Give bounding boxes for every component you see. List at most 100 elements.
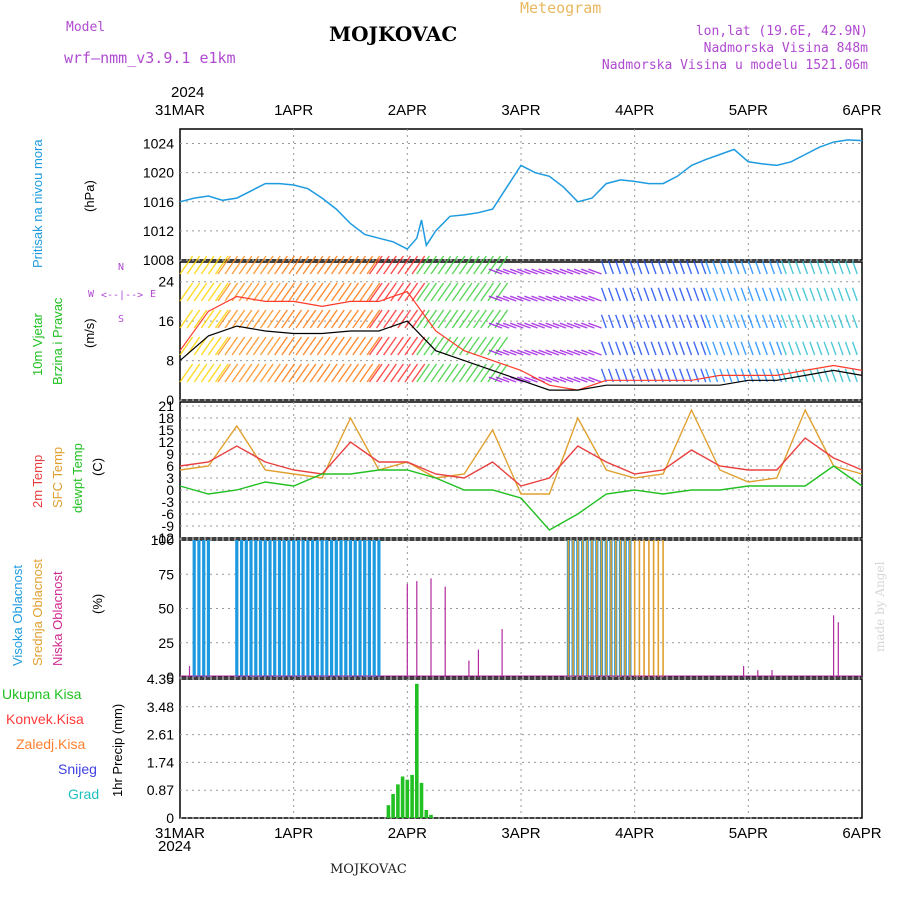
wind-arrow: [473, 309, 487, 329]
wind-arrow: [451, 282, 466, 302]
wind-arrow: [650, 314, 657, 329]
wind-arrow: [437, 282, 452, 302]
wind-arrow: [538, 268, 553, 275]
precip-bar: [386, 805, 391, 818]
high-cloud-bar: [192, 540, 196, 677]
wind-arrow: [281, 309, 295, 329]
pressure-ytick-label: 1020: [143, 165, 174, 181]
wind-arrow: [719, 287, 726, 302]
wind-arrow: [581, 349, 595, 356]
pressure-unit: (hPa): [82, 180, 97, 212]
wind-arrow: [437, 309, 452, 329]
wind-arrow: [207, 363, 222, 383]
wind-arrow: [566, 322, 581, 329]
wind-arrow: [615, 314, 622, 329]
temperature-ytick-label: -12: [154, 530, 174, 546]
wind-arrow: [754, 314, 761, 329]
wind-arrow: [650, 287, 657, 302]
wind-arrow: [267, 363, 281, 383]
lonlat-text: lon,lat (19.6E, 42.9N): [695, 24, 868, 39]
precip-bar: [410, 774, 414, 818]
wind-arrow: [288, 363, 303, 383]
wind-arrow: [650, 341, 657, 356]
wind-arrow: [622, 368, 629, 383]
wind-arrow: [404, 255, 419, 275]
mid-cloud-bar: [643, 540, 645, 677]
high-cloud-bar: [311, 540, 315, 677]
wind-arrow: [719, 314, 726, 329]
wind-arrow: [809, 368, 816, 383]
wind-arrow: [465, 255, 480, 275]
wind-arrow: [458, 309, 473, 329]
wind-arrow: [345, 309, 359, 329]
wind-arrow: [302, 255, 317, 275]
wind-arrow: [397, 309, 412, 329]
wind-arrow: [615, 341, 622, 356]
wind-arrow: [390, 282, 404, 302]
wind-arrow: [622, 287, 629, 302]
wind-arrow: [480, 363, 494, 383]
precip-bar: [405, 779, 410, 818]
wind-arrow: [430, 309, 445, 329]
x-tick-top: 1APR: [274, 102, 313, 119]
wind-arrow: [671, 314, 678, 329]
wind-arrow: [761, 287, 768, 302]
low-cloud-bar: [444, 586, 446, 677]
wind-arrow: [643, 368, 650, 383]
x-tick-top: 31MAR: [155, 102, 205, 119]
wind-arrow: [678, 314, 686, 329]
wind-arrow: [733, 314, 740, 329]
wind-arrow: [288, 336, 303, 356]
x-tick-bottom: 2APR: [388, 825, 427, 842]
wind-arrow: [629, 287, 636, 302]
wind-arrow: [238, 282, 253, 302]
wind-arrow: [754, 260, 761, 275]
pressure-ytick-label: 1008: [143, 252, 174, 268]
wind-arrow: [754, 341, 761, 356]
wind-arrow: [509, 322, 524, 329]
wind-arrow: [214, 282, 229, 302]
wind-arrow: [383, 282, 397, 302]
wind-arrow: [231, 309, 246, 329]
wind-arrow: [480, 309, 494, 329]
wind-arrow: [524, 349, 538, 356]
low-cloud-bar: [416, 581, 418, 677]
wind-arrow: [719, 368, 726, 383]
wind-arrow: [302, 363, 317, 383]
wind-arrow: [733, 287, 740, 302]
wind-arrow: [430, 336, 445, 356]
wind-arrow: [538, 376, 553, 383]
compass-e: E: [150, 289, 157, 300]
wind-arrow: [517, 295, 531, 302]
wind-arrow: [552, 322, 567, 329]
wind-arrow: [359, 309, 374, 329]
wind-arrow: [664, 368, 671, 383]
compass-arrows-icon: <--|-->: [101, 290, 144, 301]
wind-arrow: [366, 309, 381, 329]
wind-arrow: [693, 314, 700, 329]
high-cloud-bar: [339, 540, 343, 677]
wind-arrow: [274, 255, 288, 275]
wind-arrow: [573, 295, 588, 302]
model-elevation-text: Nadmorska Visina u modelu 1521.06m: [601, 58, 868, 73]
wind-arrow: [224, 336, 239, 356]
wind-arrow: [794, 287, 802, 302]
wind-arrow: [622, 260, 629, 275]
wind-arrow: [267, 309, 281, 329]
wind-arrow: [559, 376, 574, 383]
wind-arrow: [368, 363, 383, 383]
wind-arrow: [837, 314, 844, 329]
wind-arrow: [509, 295, 524, 302]
wind-arrow: [566, 268, 581, 275]
low-cloud-bar: [743, 666, 745, 678]
wind-arrow: [231, 282, 246, 302]
wind-arrow: [352, 282, 367, 302]
wind-arrow: [383, 363, 397, 383]
wind-arrow: [390, 336, 404, 356]
wind-arrow: [252, 363, 267, 383]
wind-arrow: [823, 341, 830, 356]
temperature-ytick-label: 12: [158, 434, 174, 450]
high-cloud-bar: [358, 540, 362, 677]
wind-arrow: [844, 314, 851, 329]
precip-bar: [415, 683, 419, 818]
